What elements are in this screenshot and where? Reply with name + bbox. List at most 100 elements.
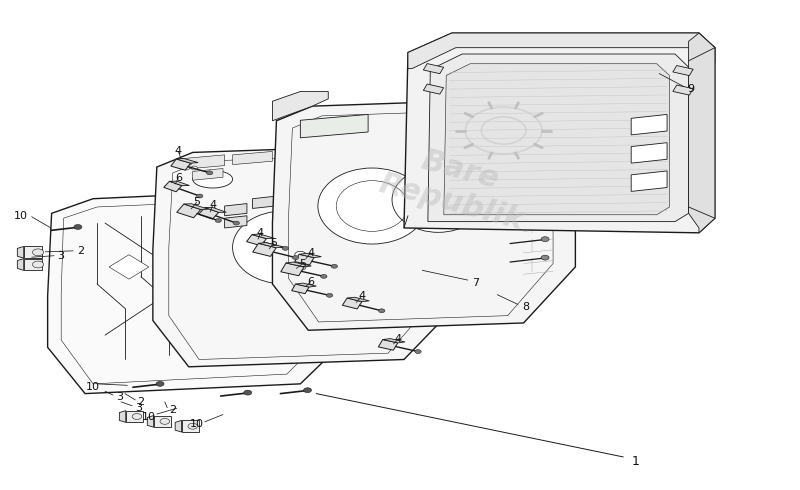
- Polygon shape: [294, 254, 314, 265]
- Polygon shape: [24, 259, 42, 270]
- Polygon shape: [253, 244, 276, 256]
- Circle shape: [541, 200, 549, 204]
- Text: 5: 5: [270, 238, 278, 247]
- Text: 4: 4: [209, 200, 216, 210]
- Circle shape: [74, 224, 82, 229]
- Polygon shape: [24, 246, 42, 258]
- Circle shape: [186, 161, 192, 165]
- Polygon shape: [171, 159, 190, 170]
- Text: 10: 10: [142, 412, 156, 421]
- Polygon shape: [18, 246, 24, 258]
- Polygon shape: [526, 201, 548, 213]
- Text: 4: 4: [257, 228, 264, 238]
- Polygon shape: [177, 247, 217, 272]
- Polygon shape: [258, 243, 284, 248]
- Text: 4: 4: [395, 334, 402, 343]
- Circle shape: [415, 349, 421, 353]
- Circle shape: [541, 255, 549, 260]
- Polygon shape: [175, 420, 182, 432]
- Circle shape: [413, 242, 422, 248]
- Polygon shape: [300, 115, 368, 138]
- Polygon shape: [631, 115, 667, 135]
- Circle shape: [294, 251, 306, 258]
- Circle shape: [440, 278, 448, 283]
- Polygon shape: [252, 234, 274, 239]
- Circle shape: [215, 219, 222, 222]
- Circle shape: [132, 414, 142, 419]
- Circle shape: [33, 261, 44, 268]
- Polygon shape: [181, 155, 225, 170]
- Circle shape: [294, 264, 306, 270]
- Circle shape: [440, 222, 448, 227]
- Circle shape: [541, 218, 549, 223]
- Polygon shape: [126, 411, 143, 422]
- Polygon shape: [184, 204, 208, 210]
- Polygon shape: [689, 33, 715, 233]
- Polygon shape: [423, 64, 444, 74]
- Text: 10: 10: [86, 382, 100, 392]
- Polygon shape: [48, 189, 348, 393]
- Text: 3: 3: [135, 403, 142, 413]
- Polygon shape: [153, 145, 456, 367]
- Polygon shape: [253, 196, 275, 208]
- Polygon shape: [378, 340, 398, 350]
- Polygon shape: [526, 182, 548, 195]
- Circle shape: [440, 241, 448, 245]
- Circle shape: [440, 259, 448, 264]
- Polygon shape: [246, 235, 266, 245]
- Circle shape: [197, 194, 203, 198]
- Polygon shape: [273, 99, 575, 330]
- Polygon shape: [404, 33, 715, 233]
- Polygon shape: [18, 259, 24, 270]
- Polygon shape: [273, 92, 328, 121]
- Text: 3: 3: [58, 251, 65, 261]
- Polygon shape: [225, 203, 247, 216]
- Circle shape: [33, 249, 44, 256]
- Ellipse shape: [318, 168, 426, 244]
- Circle shape: [331, 264, 338, 268]
- Text: Bare
Republik: Bare Republik: [375, 137, 536, 236]
- Circle shape: [541, 181, 549, 186]
- Text: 2: 2: [170, 405, 176, 415]
- Circle shape: [321, 274, 327, 278]
- Polygon shape: [526, 145, 548, 158]
- Polygon shape: [164, 181, 182, 192]
- Polygon shape: [408, 33, 715, 69]
- Polygon shape: [193, 169, 223, 180]
- Polygon shape: [286, 262, 311, 267]
- Polygon shape: [198, 208, 218, 219]
- Polygon shape: [444, 64, 670, 215]
- Text: 4: 4: [175, 147, 182, 156]
- Polygon shape: [347, 297, 370, 302]
- Text: 6: 6: [307, 276, 314, 287]
- Circle shape: [282, 246, 289, 250]
- Circle shape: [183, 166, 190, 170]
- Polygon shape: [205, 207, 226, 212]
- Text: 9: 9: [687, 84, 694, 94]
- Ellipse shape: [302, 212, 386, 270]
- Polygon shape: [299, 253, 322, 258]
- Text: 10: 10: [190, 419, 204, 429]
- Polygon shape: [342, 298, 362, 309]
- Circle shape: [191, 166, 198, 170]
- Text: 10: 10: [14, 211, 28, 221]
- Polygon shape: [295, 283, 317, 287]
- Polygon shape: [154, 416, 171, 427]
- Text: 1: 1: [631, 455, 639, 468]
- Circle shape: [326, 294, 333, 297]
- Text: 4: 4: [358, 291, 366, 301]
- Text: 4: 4: [307, 248, 314, 258]
- Circle shape: [160, 418, 170, 424]
- Polygon shape: [109, 255, 149, 279]
- Polygon shape: [292, 284, 309, 294]
- Text: 5: 5: [194, 197, 200, 207]
- Text: 7: 7: [472, 278, 479, 288]
- Polygon shape: [526, 164, 548, 176]
- Text: 2: 2: [138, 397, 145, 407]
- Polygon shape: [176, 158, 198, 163]
- Polygon shape: [177, 204, 201, 218]
- Circle shape: [378, 309, 385, 313]
- Circle shape: [233, 221, 239, 225]
- Circle shape: [303, 388, 311, 392]
- Polygon shape: [225, 216, 247, 228]
